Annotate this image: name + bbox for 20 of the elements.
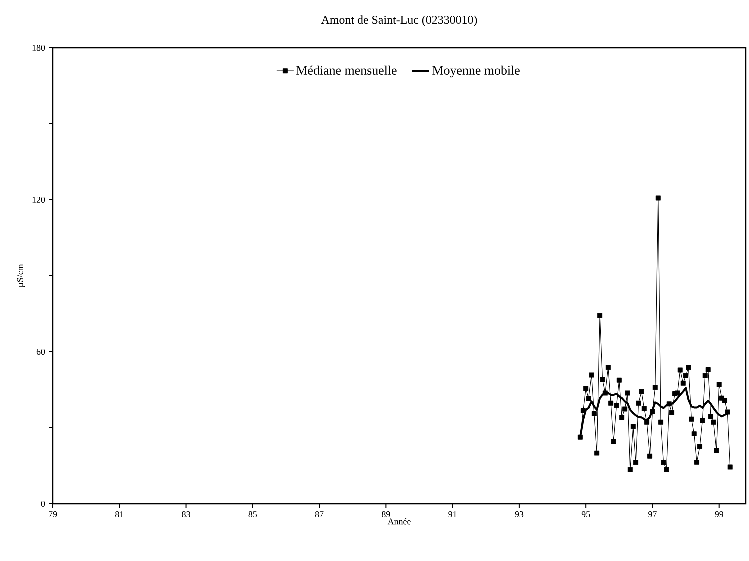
x-tick-label: 85 — [248, 512, 258, 518]
x-tick-label: 79 — [49, 512, 58, 518]
chart-title: Amont de Saint-Luc (02330010) — [321, 16, 478, 26]
y-tick-label: 180 — [32, 44, 46, 52]
y-axis-title: µS/cm — [17, 264, 26, 288]
x-tick-label: 93 — [515, 512, 524, 518]
x-tick-label: 81 — [116, 512, 124, 518]
y-tick-label: 120 — [32, 196, 46, 204]
x-tick-label: 91 — [448, 512, 457, 518]
x-tick-label: 99 — [715, 512, 724, 518]
x-tick-label: 83 — [182, 512, 190, 518]
y-tick-label: 0 — [41, 500, 46, 508]
x-tick-label: 89 — [382, 512, 390, 518]
legend-label: Moyenne mobile — [432, 66, 520, 78]
y-tick-label: 60 — [36, 348, 46, 356]
legend-label: Médiane mensuelle — [296, 66, 397, 75]
x-tick-label: 95 — [582, 512, 590, 518]
x-tick-label: 87 — [315, 512, 324, 518]
x-axis-title: Année — [388, 518, 411, 525]
x-tick-label: 97 — [648, 512, 657, 518]
